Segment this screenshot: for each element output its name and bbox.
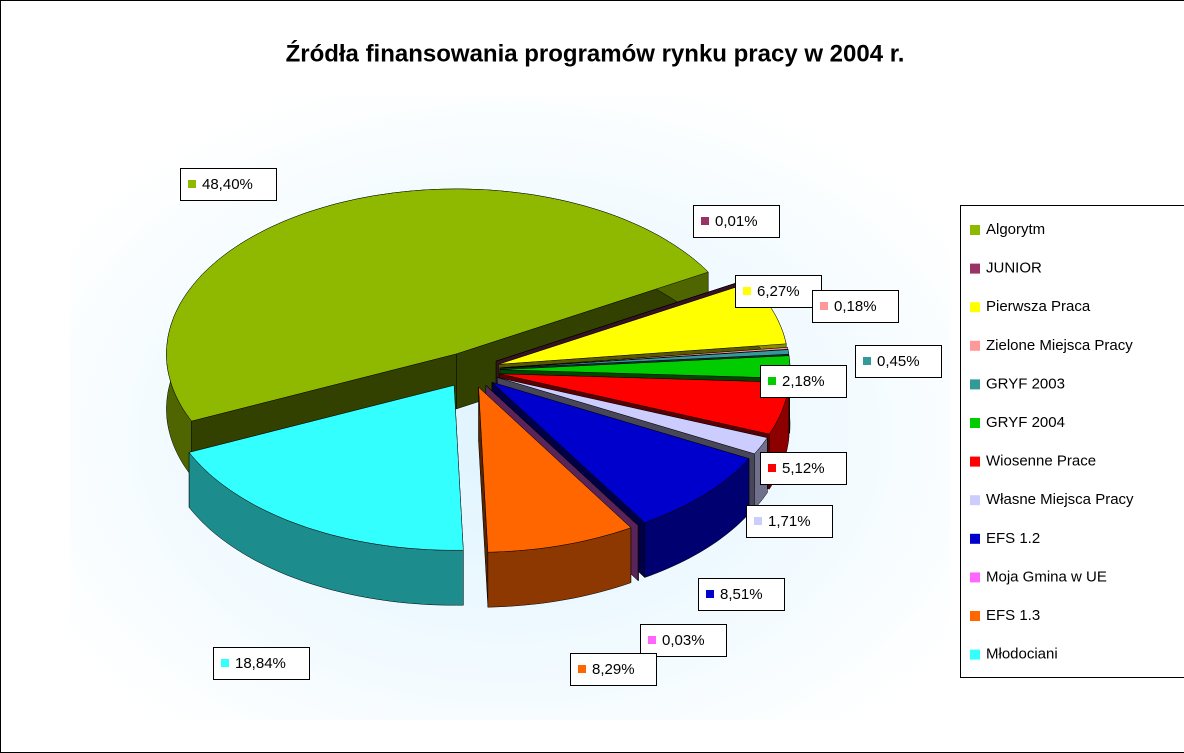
legend-label: GRYF 2004 [986,414,1065,431]
data-label: 48,40% [202,176,253,193]
slice [499,349,790,369]
slice [491,382,750,523]
legend-label: EFS 1.3 [986,607,1040,624]
data-label-box [180,168,277,201]
legend-swatch [970,649,980,660]
data-label-swatch [188,180,196,188]
legend-label: EFS 1.2 [986,530,1040,547]
legend-swatch [970,572,980,583]
legend-label: Wiosenne Prace [986,453,1096,470]
legend-swatch [970,302,980,313]
data-label: 0,45% [877,353,920,370]
data-label-box [760,452,847,485]
data-label-swatch [768,464,776,472]
chart-title: Źródła finansowania programów rynku prac… [286,39,905,67]
slice [478,386,632,553]
legend-label: JUNIOR [986,260,1042,277]
slice [485,385,640,527]
data-label: 2,18% [782,373,825,390]
slice [166,188,709,422]
legend-label: Zielone Miejsca Pracy [986,337,1133,354]
data-label: 0,03% [662,632,705,649]
data-label-swatch [221,659,229,667]
data-label: 18,84% [235,655,286,672]
legend-swatch [970,456,980,467]
legend-swatch [970,533,980,544]
data-label: 0,18% [834,298,877,315]
data-label-box [213,647,310,680]
legend-swatch [970,611,980,621]
data-label-swatch [768,377,776,385]
legend-box [960,205,1184,678]
legend-swatch [970,418,980,428]
data-label-swatch [648,636,656,644]
data-label: 8,29% [592,661,635,678]
legend-swatch [970,340,980,351]
data-label-box [570,653,657,686]
legend-label: Algorytm [986,221,1045,238]
data-label: 0,01% [715,213,758,230]
slice [497,377,768,455]
legend-swatch [970,379,980,390]
slice [499,347,789,369]
legend-swatch [970,225,980,235]
data-label: 1,71% [768,513,811,530]
legend-label: GRYF 2003 [986,375,1065,392]
data-label-swatch [820,302,828,310]
legend-swatch [970,495,980,506]
legend-label: Własne Miejsca Pracy [986,491,1134,508]
legend-label: Pierwsza Praca [986,298,1091,315]
data-label-swatch [701,217,709,225]
data-label-swatch [754,517,762,525]
data-label: 6,27% [757,283,800,300]
data-label-swatch [863,357,871,365]
legend-label: Młodociani [986,646,1058,663]
data-label-swatch [578,665,586,673]
data-label: 8,51% [720,586,763,603]
slice [188,384,464,551]
data-label-swatch [743,287,751,295]
data-label-swatch [706,590,714,598]
data-label: 5,12% [782,460,825,477]
legend-swatch [970,263,980,274]
legend-label: Moja Gmina w UE [986,568,1107,585]
